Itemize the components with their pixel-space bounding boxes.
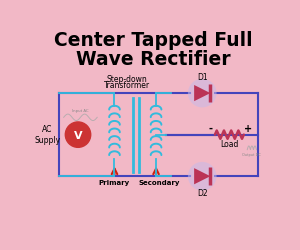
Text: D1: D1 [197, 73, 208, 82]
Text: -: - [209, 123, 213, 133]
Circle shape [65, 122, 91, 148]
Text: Supply: Supply [34, 135, 60, 144]
Text: V: V [74, 130, 82, 140]
Polygon shape [194, 168, 210, 184]
Text: Input AC: Input AC [72, 109, 88, 113]
Circle shape [188, 80, 217, 108]
Text: Wave Rectifier: Wave Rectifier [76, 50, 231, 69]
Text: +: + [244, 123, 252, 133]
Text: Transformer: Transformer [104, 81, 150, 90]
Text: Step-down: Step-down [107, 74, 148, 83]
Text: Center Tapped Full: Center Tapped Full [54, 31, 253, 50]
Text: Secondary: Secondary [139, 179, 180, 185]
Polygon shape [194, 86, 210, 102]
Text: Load: Load [220, 139, 238, 148]
Circle shape [188, 162, 217, 191]
Text: Primary: Primary [99, 179, 130, 185]
Text: Output DC: Output DC [242, 153, 261, 157]
Text: D2: D2 [197, 188, 208, 198]
Text: AC: AC [42, 125, 52, 134]
